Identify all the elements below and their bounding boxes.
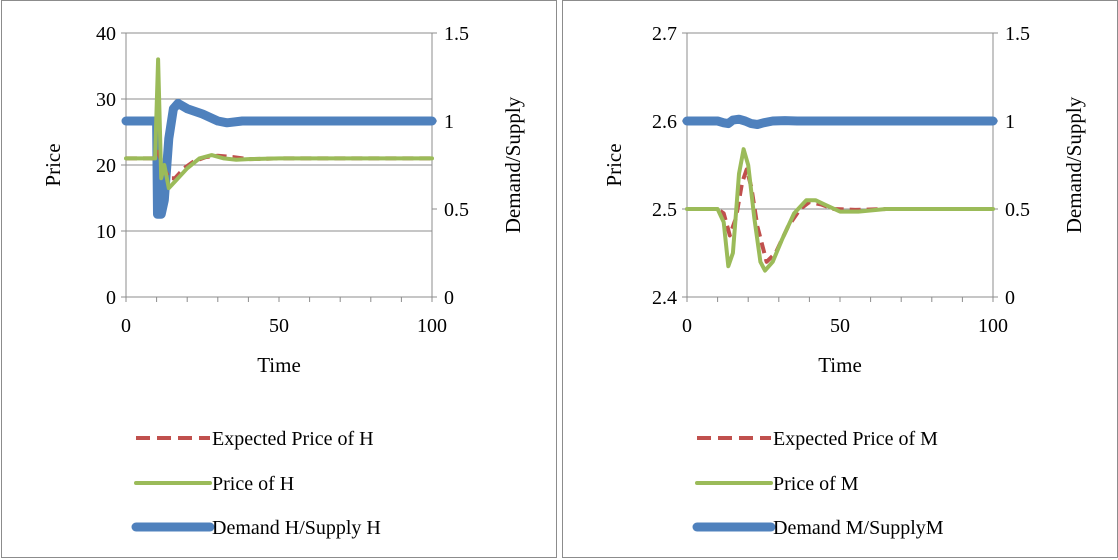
- legend-label-1: Expected Price of M: [773, 428, 938, 450]
- x-tick-label: 0: [121, 315, 131, 337]
- y-tick-label: 2.5: [652, 199, 677, 221]
- legend-label-3: Demand M/SupplyM: [773, 517, 944, 539]
- chart-panel-right: 2.4 2.5 2.6 2.7 0 0.5 1 1.5 0 50 100 Time Price Deman…: [562, 0, 1118, 558]
- chart-panel-left: 0 10 20 30 40 0 0.5 1 1.5 0 50 100 Time Price Demand/S…: [1, 0, 557, 558]
- y2-tick-label: 1.5: [444, 23, 469, 45]
- series-line-3: [121, 98, 437, 219]
- series-line-3: [682, 114, 998, 129]
- y2-axis-title: Demand/Supply: [1062, 96, 1086, 233]
- legend-label-2: Price of M: [773, 473, 859, 495]
- y-tick-label: 2.6: [652, 111, 677, 133]
- y-tick-label: 10: [96, 221, 116, 243]
- y-axis-title: Price: [41, 143, 65, 186]
- y2-axis-title: Demand/Supply: [501, 96, 525, 233]
- y-tick-label: 2.7: [652, 23, 677, 45]
- x-tick-label: 100: [978, 315, 1008, 337]
- y-axis-title: Price: [602, 143, 626, 186]
- y-tick-label: 40: [96, 23, 116, 45]
- y-tick-label: 20: [96, 155, 116, 177]
- x-axis-title: Time: [257, 353, 301, 377]
- y2-tick-label: 0.5: [444, 199, 469, 221]
- legend-label-1: Expected Price of H: [212, 428, 374, 450]
- y2-tick-label: 1.5: [1005, 23, 1030, 45]
- y2-tick-label: 1: [1005, 111, 1015, 133]
- series-line-2: [124, 57, 434, 191]
- x-tick-label: 0: [682, 315, 692, 337]
- x-axis-title: Time: [818, 353, 862, 377]
- y2-tick-label: 0.5: [1005, 199, 1030, 221]
- x-tick-label: 100: [417, 315, 447, 337]
- legend-label-2: Price of H: [212, 473, 294, 495]
- series-line-2: [685, 147, 995, 273]
- chart-left: 0 10 20 30 40 0 0.5 1 1.5 0 50 100 Time Price Demand/S…: [41, 23, 525, 539]
- y-tick-label: 30: [96, 89, 116, 111]
- chart-right: 2.4 2.5 2.6 2.7 0 0.5 1 1.5 0 50 100 Time Price Deman…: [602, 23, 1086, 539]
- y-tick-label: 0: [106, 287, 116, 309]
- x-tick-label: 50: [830, 315, 850, 337]
- x-tick-label: 50: [269, 315, 289, 337]
- y-tick-label: 2.4: [652, 287, 677, 309]
- y2-tick-label: 1: [444, 111, 454, 133]
- y2-tick-label: 0: [1005, 287, 1015, 309]
- legend-label-3: Demand H/Supply H: [212, 517, 381, 539]
- y2-tick-label: 0: [444, 287, 454, 309]
